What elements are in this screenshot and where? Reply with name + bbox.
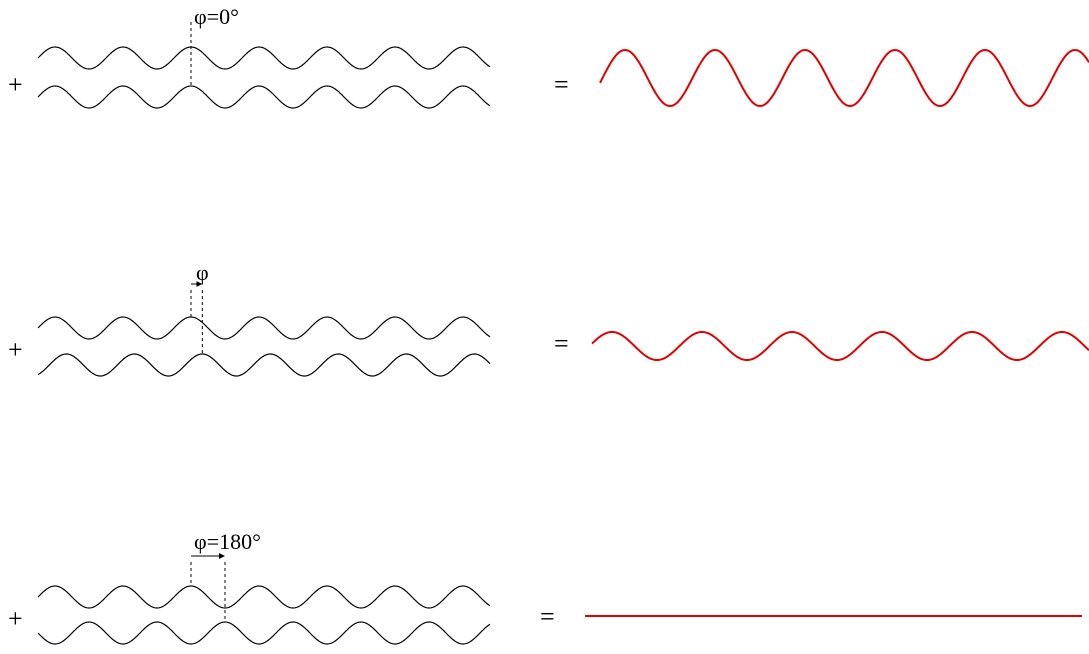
plus-sign: +: [8, 335, 23, 364]
plus-sign: +: [8, 604, 23, 633]
input-wave-2: [37, 353, 491, 377]
result-wave: [591, 330, 1089, 362]
row-in-phase: + = φ=0°: [8, 4, 1089, 109]
result-wave: [599, 48, 1089, 108]
equals-sign: =: [540, 602, 555, 631]
equals-sign: =: [554, 70, 569, 99]
phase-label: φ=180°: [194, 529, 261, 554]
input-wave-2: [37, 85, 491, 109]
equals-sign: =: [554, 329, 569, 358]
row-partial-phase: + = φ: [8, 260, 1089, 377]
input-wave-2: [37, 621, 491, 645]
input-wave-1: [37, 585, 491, 609]
plus-sign: +: [8, 70, 23, 99]
phase-label: φ: [196, 260, 209, 285]
input-wave-1: [37, 46, 491, 70]
row-anti-phase: + = φ=180°: [8, 529, 1082, 645]
input-wave-1: [37, 316, 491, 340]
phase-label: φ=0°: [194, 4, 239, 29]
